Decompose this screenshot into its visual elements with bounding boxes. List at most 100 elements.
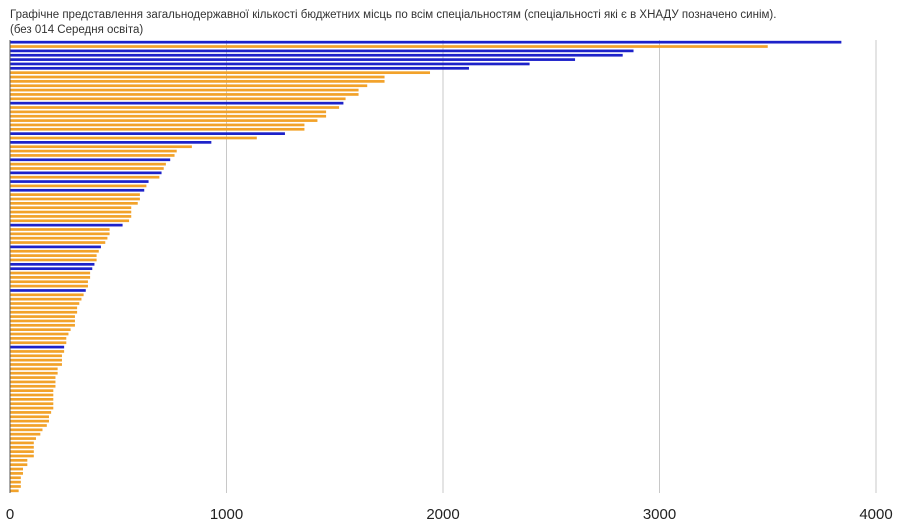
bar-73 bbox=[10, 354, 62, 358]
bar-78 bbox=[10, 376, 56, 379]
chart-title-line-2: (без 014 Середня освіта) bbox=[10, 24, 144, 36]
bar-55 bbox=[10, 276, 91, 279]
bar-13 bbox=[10, 93, 359, 96]
bar-48 bbox=[10, 245, 101, 249]
bar-92 bbox=[10, 437, 36, 440]
bar-59 bbox=[10, 293, 84, 297]
bar-70 bbox=[10, 341, 67, 345]
bar-101 bbox=[10, 476, 21, 480]
bar-104 bbox=[10, 489, 19, 493]
bar-46 bbox=[10, 236, 108, 240]
bar-60 bbox=[10, 297, 82, 301]
bar-21 bbox=[10, 127, 305, 131]
bar-65 bbox=[10, 319, 75, 323]
bar-23 bbox=[10, 136, 257, 140]
bar-88 bbox=[10, 419, 49, 423]
bar-53 bbox=[10, 267, 93, 271]
bar-79 bbox=[10, 380, 56, 384]
x-tick-label-1000: 1000 bbox=[210, 506, 243, 523]
bars bbox=[10, 40, 842, 493]
bar-47 bbox=[10, 241, 106, 244]
bar-58 bbox=[10, 289, 86, 292]
bar-24 bbox=[10, 141, 212, 144]
bar-90 bbox=[10, 428, 43, 432]
x-axis: 0 1000 2000 3000 4000 bbox=[6, 40, 893, 523]
bar-62 bbox=[10, 306, 78, 310]
bar-6 bbox=[10, 62, 530, 66]
bar-19 bbox=[10, 119, 318, 122]
bar-11 bbox=[10, 84, 368, 88]
bar-44 bbox=[10, 228, 110, 231]
bar-41 bbox=[10, 215, 132, 218]
bar-2 bbox=[10, 45, 768, 48]
bar-40 bbox=[10, 210, 132, 214]
bar-99 bbox=[10, 467, 23, 471]
bar-22 bbox=[10, 132, 285, 135]
bar-7 bbox=[10, 66, 469, 70]
bar-12 bbox=[10, 88, 359, 92]
bar-42 bbox=[10, 219, 130, 223]
bar-83 bbox=[10, 398, 54, 401]
bar-74 bbox=[10, 358, 62, 362]
bar-75 bbox=[10, 363, 62, 366]
bar-91 bbox=[10, 432, 41, 436]
bar-49 bbox=[10, 249, 99, 253]
bar-20 bbox=[10, 123, 305, 127]
bar-5 bbox=[10, 58, 576, 61]
bar-81 bbox=[10, 389, 54, 392]
x-tick-label-4000: 4000 bbox=[859, 506, 892, 523]
bar-71 bbox=[10, 345, 65, 349]
chart-title: Графічне представлення загальнодержавної… bbox=[10, 8, 870, 38]
bar-34 bbox=[10, 184, 147, 188]
bar-82 bbox=[10, 393, 54, 397]
bar-56 bbox=[10, 280, 88, 284]
bar-98 bbox=[10, 463, 28, 467]
chart-title-line-1: Графічне представлення загальнодержавної… bbox=[10, 9, 777, 21]
bar-3 bbox=[10, 49, 634, 53]
x-tick-label-0: 0 bbox=[6, 506, 14, 523]
bar-28 bbox=[10, 158, 171, 162]
bar-36 bbox=[10, 193, 140, 196]
bar-30 bbox=[10, 167, 164, 170]
bar-84 bbox=[10, 402, 54, 406]
bar-100 bbox=[10, 472, 23, 475]
bar-69 bbox=[10, 337, 67, 340]
bar-103 bbox=[10, 485, 21, 488]
x-tick-label-2000: 2000 bbox=[426, 506, 459, 523]
bar-4 bbox=[10, 53, 623, 57]
bar-80 bbox=[10, 384, 56, 388]
bar-31 bbox=[10, 171, 162, 175]
bar-64 bbox=[10, 315, 75, 318]
bar-61 bbox=[10, 302, 80, 305]
bar-54 bbox=[10, 271, 91, 275]
bar-45 bbox=[10, 232, 110, 236]
bar-16 bbox=[10, 106, 340, 109]
bar-15 bbox=[10, 101, 344, 105]
bar-93 bbox=[10, 441, 34, 445]
bar-97 bbox=[10, 458, 28, 462]
bar-37 bbox=[10, 197, 140, 201]
bar-32 bbox=[10, 175, 160, 179]
bar-17 bbox=[10, 110, 327, 114]
bar-33 bbox=[10, 180, 149, 183]
bar-95 bbox=[10, 450, 34, 453]
bar-50 bbox=[10, 254, 97, 257]
bar-1 bbox=[10, 40, 842, 44]
bar-77 bbox=[10, 371, 58, 375]
bar-96 bbox=[10, 454, 34, 458]
x-tick-label-3000: 3000 bbox=[643, 506, 676, 523]
bar-18 bbox=[10, 114, 327, 118]
bar-10 bbox=[10, 80, 385, 83]
bar-39 bbox=[10, 206, 132, 210]
bar-76 bbox=[10, 367, 58, 371]
bar-72 bbox=[10, 350, 65, 353]
bar-52 bbox=[10, 262, 95, 266]
bar-8 bbox=[10, 71, 431, 75]
bar-38 bbox=[10, 201, 138, 205]
bar-14 bbox=[10, 97, 346, 101]
bar-9 bbox=[10, 75, 385, 79]
bar-57 bbox=[10, 284, 88, 288]
bar-94 bbox=[10, 445, 34, 449]
bar-89 bbox=[10, 424, 47, 427]
